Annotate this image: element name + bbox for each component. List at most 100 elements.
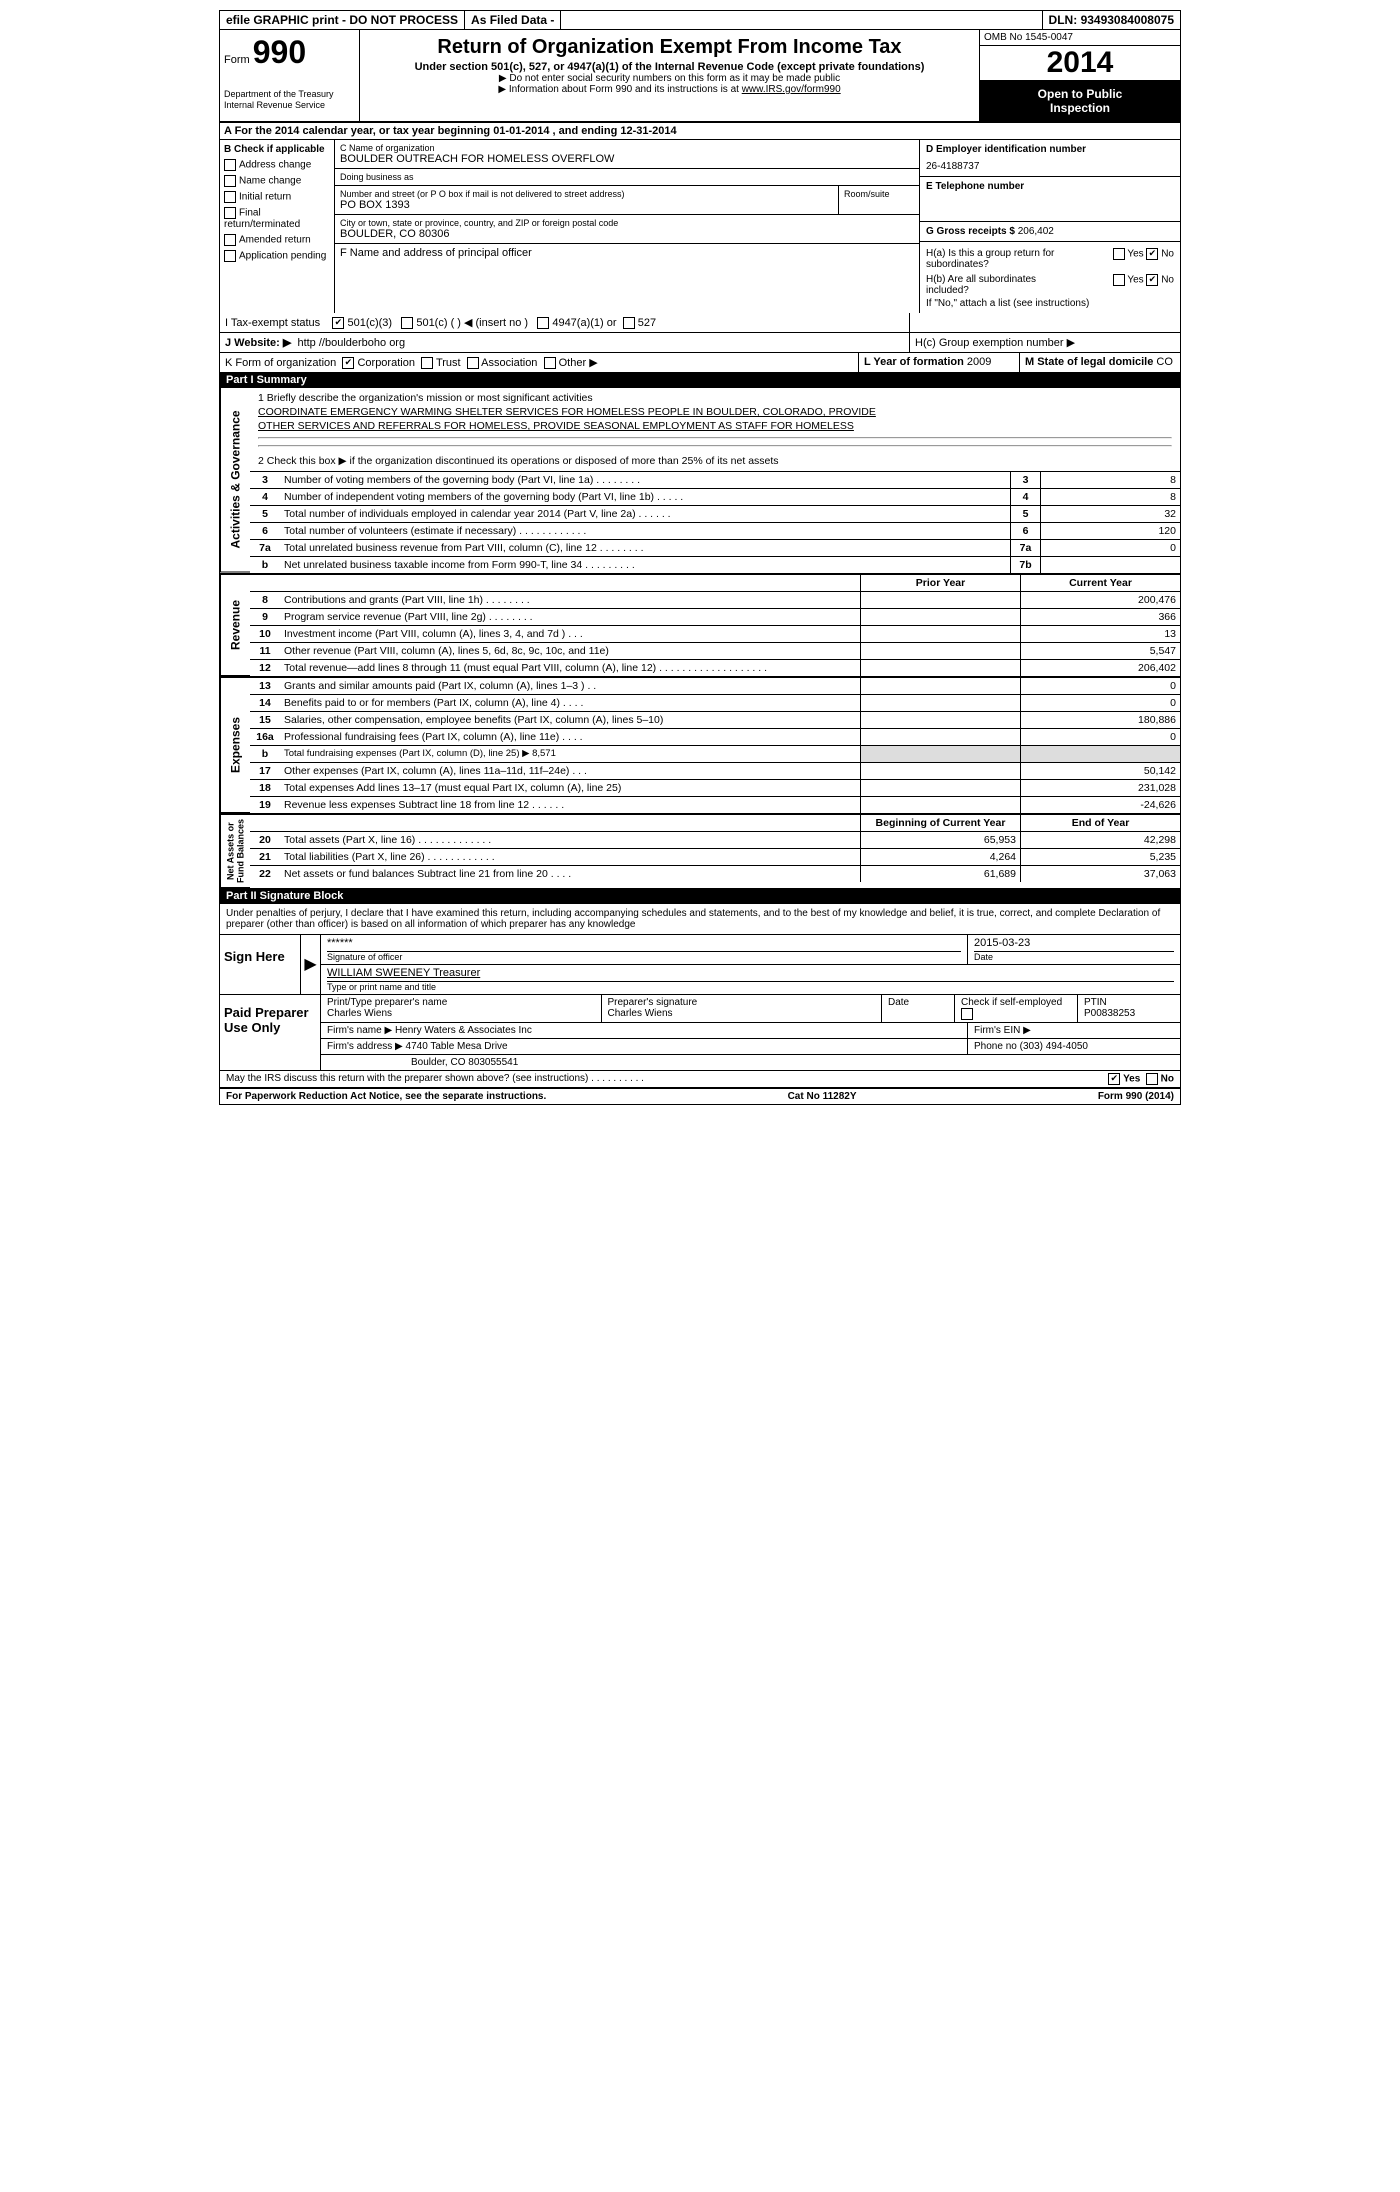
check-assoc[interactable] xyxy=(467,357,479,369)
signature-stars: ****** xyxy=(327,937,961,952)
preparer-sig: Charles Wiens xyxy=(608,1008,876,1019)
line-17: 17Other expenses (Part IX, column (A), l… xyxy=(250,762,1180,779)
hb-row: H(b) Are all subordinates included? Yes … xyxy=(926,274,1174,296)
check-name-change[interactable]: Name change xyxy=(224,175,330,187)
phone-cell: E Telephone number xyxy=(920,177,1180,222)
name-label: Type or print name and title xyxy=(327,982,1174,992)
line-11: 11Other revenue (Part VIII, column (A), … xyxy=(250,642,1180,659)
year-formation: 2009 xyxy=(967,356,991,368)
ha-yes[interactable] xyxy=(1113,248,1125,260)
officer-signature-row: ****** Signature of officer 2015-03-23 D… xyxy=(321,935,1180,965)
check-final-return[interactable]: Final return/terminated xyxy=(224,207,330,230)
ein-label: D Employer identification number xyxy=(926,144,1174,155)
date-label: Date xyxy=(974,952,1174,962)
discuss-yes[interactable] xyxy=(1108,1073,1120,1085)
officer-name: WILLIAM SWEENEY Treasurer xyxy=(327,967,1174,982)
check-corp[interactable] xyxy=(342,357,354,369)
firm-address-2: Boulder, CO 803055541 xyxy=(321,1055,1180,1070)
right-info-column: D Employer identification number 26-4188… xyxy=(920,140,1180,313)
check-527[interactable] xyxy=(623,317,635,329)
right-header: OMB No 1545-0047 2014 Open to Public Ins… xyxy=(980,30,1180,121)
spacer xyxy=(561,11,1042,29)
mission-line-1: COORDINATE EMERGENCY WARMING SHELTER SER… xyxy=(258,406,1172,418)
header-note-2: ▶ Information about Form 990 and its ins… xyxy=(364,84,975,95)
address-label: Number and street (or P O box if mail is… xyxy=(340,189,833,199)
cat-no: Cat No 11282Y xyxy=(788,1091,857,1102)
pra-notice: For Paperwork Reduction Act Notice, see … xyxy=(226,1091,546,1102)
omb-number: OMB No 1545-0047 xyxy=(980,30,1180,46)
line-7a: 7aTotal unrelated business revenue from … xyxy=(250,539,1180,556)
line-20: 20Total assets (Part X, line 16) . . . .… xyxy=(250,831,1180,848)
ha-row: H(a) Is this a group return for subordin… xyxy=(926,248,1174,270)
col-headers-2: Beginning of Current Year End of Year xyxy=(250,815,1180,831)
vert-net-assets: Net Assets orFund Balances xyxy=(220,815,250,888)
signature-date: 2015-03-23 xyxy=(974,937,1174,952)
line-10: 10Investment income (Part VIII, column (… xyxy=(250,625,1180,642)
discuss-no[interactable] xyxy=(1146,1073,1158,1085)
check-amended[interactable]: Amended return xyxy=(224,234,330,246)
preparer-row-1: Print/Type preparer's nameCharles Wiens … xyxy=(321,995,1180,1023)
preparer-grid: Paid Preparer Use Only Print/Type prepar… xyxy=(220,994,1180,1070)
check-address-change[interactable]: Address change xyxy=(224,159,330,171)
tax-year: 2014 xyxy=(980,46,1180,81)
check-trust[interactable] xyxy=(421,357,433,369)
open-inspection: Open to Public Inspection xyxy=(980,81,1180,121)
preparer-row-3: Firm's address ▶ 4740 Table Mesa Drive P… xyxy=(321,1039,1180,1055)
mission-line-2: OTHER SERVICES AND REFERRALS FOR HOMELES… xyxy=(258,420,1172,432)
preparer-row-4: Boulder, CO 803055541 xyxy=(321,1055,1180,1070)
org-name-label: C Name of organization xyxy=(340,143,914,153)
line-22: 22Net assets or fund balances Subtract l… xyxy=(250,865,1180,882)
form-label: Form xyxy=(224,54,250,66)
line-4: 4Number of independent voting members of… xyxy=(250,488,1180,505)
line-16b: bTotal fundraising expenses (Part IX, co… xyxy=(250,745,1180,762)
officer-cell: F Name and address of principal officer xyxy=(335,244,919,300)
efile-notice: efile GRAPHIC print - DO NOT PROCESS xyxy=(220,11,465,29)
b-label: B Check if applicable xyxy=(224,144,330,155)
dba-cell: Doing business as xyxy=(335,169,919,186)
sign-here-label: Sign Here xyxy=(220,935,300,994)
line-3: 3Number of voting members of the governi… xyxy=(250,471,1180,488)
form-number-cell: Form 990 Department of the Treasury Inte… xyxy=(220,30,360,121)
check-other[interactable] xyxy=(544,357,556,369)
perjury-text: Under penalties of perjury, I declare th… xyxy=(220,904,1180,934)
website-url[interactable]: http //boulderboho org xyxy=(297,337,405,349)
form-header: Form 990 Department of the Treasury Inte… xyxy=(220,30,1180,123)
org-name: BOULDER OUTREACH FOR HOMELESS OVERFLOW xyxy=(340,153,914,165)
org-name-cell: C Name of organization BOULDER OUTREACH … xyxy=(335,140,919,169)
phone-label: E Telephone number xyxy=(926,181,1174,192)
hb-yes[interactable] xyxy=(1113,274,1125,286)
line-9: 9Program service revenue (Part VIII, lin… xyxy=(250,608,1180,625)
section-a-year: A For the 2014 calendar year, or tax yea… xyxy=(220,123,1180,140)
form-footer: Form 990 (2014) xyxy=(1098,1091,1174,1102)
check-initial-return[interactable]: Initial return xyxy=(224,191,330,203)
gross-label: G Gross receipts $ xyxy=(926,226,1015,237)
vert-revenue: Revenue xyxy=(220,575,250,676)
arrow-icon: ▶ xyxy=(300,935,320,994)
check-pending[interactable]: Application pending xyxy=(224,250,330,262)
check-501c3[interactable] xyxy=(332,317,344,329)
form-subtitle: Under section 501(c), 527, or 4947(a)(1)… xyxy=(364,61,975,73)
line-15: 15Salaries, other compensation, employee… xyxy=(250,711,1180,728)
line-14: 14Benefits paid to or for members (Part … xyxy=(250,694,1180,711)
form-990-document: efile GRAPHIC print - DO NOT PROCESS As … xyxy=(219,10,1181,1105)
discuss-row: May the IRS discuss this return with the… xyxy=(220,1070,1180,1087)
ha-no[interactable] xyxy=(1146,248,1158,260)
row-j-website: J Website: ▶ http //boulderboho org H(c)… xyxy=(220,333,1180,353)
title-cell: Return of Organization Exempt From Incom… xyxy=(360,30,980,121)
hb-note: If "No," attach a list (see instructions… xyxy=(926,298,1174,309)
city-value: BOULDER, CO 80306 xyxy=(340,228,914,240)
line-6: 6Total number of volunteers (estimate if… xyxy=(250,522,1180,539)
irs-url[interactable]: www.IRS.gov/form990 xyxy=(742,84,841,95)
ein-cell: D Employer identification number 26-4188… xyxy=(920,140,1180,177)
check-self-employed[interactable] xyxy=(961,1008,973,1020)
line-21: 21Total liabilities (Part X, line 26) . … xyxy=(250,848,1180,865)
firm-address-1: 4740 Table Mesa Drive xyxy=(406,1041,508,1052)
firm-ein-label: Firm's EIN ▶ xyxy=(967,1023,1180,1038)
hb-no[interactable] xyxy=(1146,274,1158,286)
ein-value: 26-4188737 xyxy=(926,161,1174,172)
address-value: PO BOX 1393 xyxy=(340,199,833,211)
check-4947[interactable] xyxy=(537,317,549,329)
city-label: City or town, state or province, country… xyxy=(340,218,914,228)
check-501c[interactable] xyxy=(401,317,413,329)
dln-label: DLN: xyxy=(1049,13,1078,27)
